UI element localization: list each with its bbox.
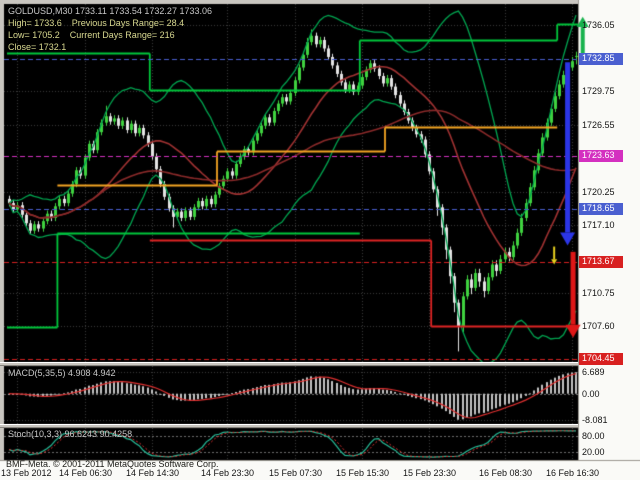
blue-down-arrow[interactable] (556, 56, 572, 252)
price-axis-marker: 1732.85 (579, 53, 623, 65)
main-chart-area[interactable] (4, 4, 578, 362)
price-axis-marker: 1704.45 (579, 353, 623, 365)
price-axis-label: 1717.10 (582, 220, 615, 230)
price-axis-label: 1736.05 (582, 20, 615, 30)
yellow-sell-arrow[interactable] (546, 250, 558, 270)
panel-splitter[interactable] (0, 424, 578, 428)
price-axis-marker: 1713.67 (579, 256, 623, 268)
stoch-axis-label: 20.00 (582, 447, 605, 457)
stoch-indicator-label: Stoch(10,3,3) 96.6243 90.4258 (8, 429, 133, 439)
macd-axis-label: 6.689 (582, 367, 605, 377)
price-axis-label: 1707.60 (582, 321, 615, 331)
panel-splitter[interactable] (0, 362, 578, 366)
time-axis-label: 14 Feb 06:30 (59, 468, 113, 478)
info-line-low: Low= 1705.2 Current Days Range= 216 (8, 30, 175, 40)
time-axis-label: 14 Feb 14:30 (126, 468, 180, 478)
price-axis-label: 1729.75 (582, 86, 615, 96)
price-axis-label: 1720.25 (582, 187, 615, 197)
time-axis-label: 15 Feb 07:30 (269, 468, 323, 478)
time-axis-label: 13 Feb 2012 (1, 468, 52, 478)
info-line-close: Close= 1732.1 (8, 42, 67, 52)
price-axis-marker: 1723.63 (579, 150, 623, 162)
stoch-axis-label: 80.00 (582, 431, 605, 441)
time-axis-label: 15 Feb 23:30 (403, 468, 457, 478)
price-axis-label: 1726.55 (582, 120, 615, 130)
price-axis-label: 1710.75 (582, 288, 615, 298)
time-axis-label: 15 Feb 15:30 (336, 468, 390, 478)
time-axis-label: 14 Feb 23:30 (201, 468, 255, 478)
time-axis-label: 16 Feb 08:30 (479, 468, 533, 478)
macd-axis-label: 0.00 (582, 389, 600, 399)
price-axis-marker: 1718.65 (579, 203, 623, 215)
macd-axis-label: -8.081 (582, 415, 608, 425)
info-line-high: High= 1733.6 Previous Days Range= 28.4 (8, 18, 185, 28)
red-down-arrow[interactable] (562, 250, 578, 338)
copyright-footer: BMF-Meta. © 2001-2011 MetaQuotes Softwar… (6, 459, 219, 469)
time-axis-label: 16 Feb 16:30 (546, 468, 600, 478)
macd-indicator-label: MACD(5,35,5) 4.908 4.942 (8, 368, 116, 378)
symbol-ohlc-line: GOLDUSD,M30 1733.11 1733.54 1732.27 1733… (8, 6, 212, 16)
